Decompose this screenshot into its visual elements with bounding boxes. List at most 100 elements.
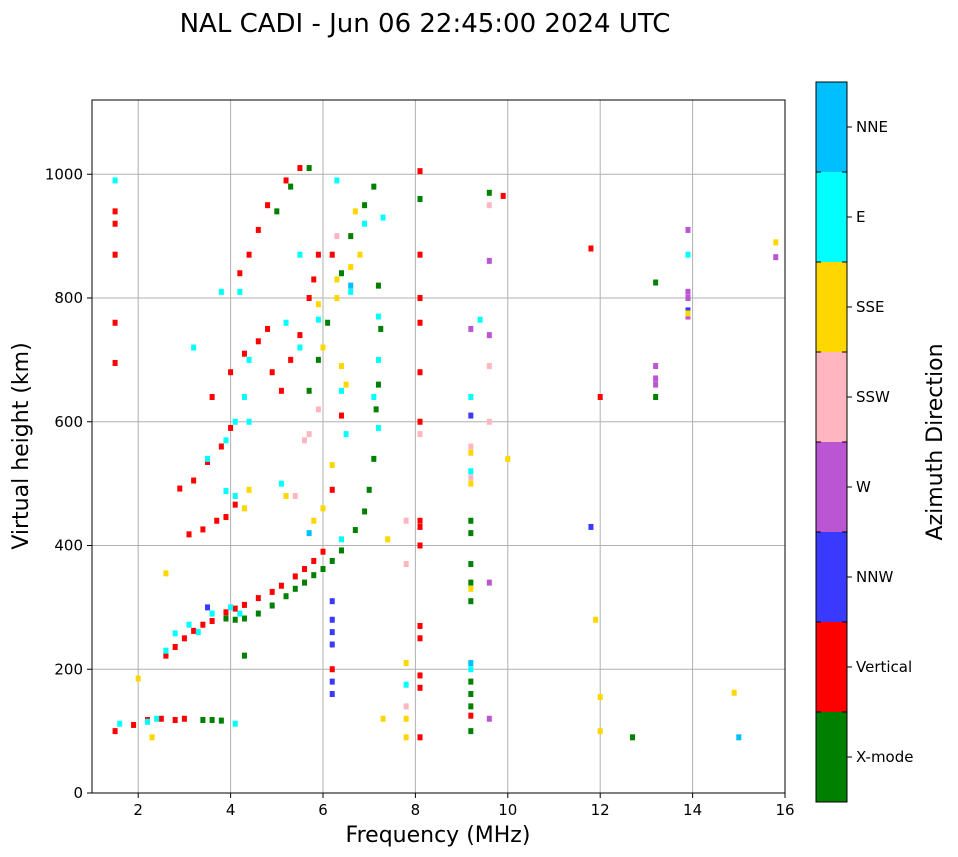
echo-point-sse [731,689,737,696]
echo-point-e [186,621,192,628]
echo-point-vertical [181,635,187,642]
echo-point-e [343,431,349,438]
echo-point-x-mode [223,615,229,622]
x-tick-label: 16 [775,801,794,819]
y-axis-ticks: 0 200 400 600 800 1000 [45,165,92,802]
echo-point-vertical [588,245,594,252]
echo-point-e [144,718,150,725]
y-tick-label: 1000 [45,165,83,183]
echo-point-e [371,394,377,400]
echo-point-vertical [214,517,220,524]
echo-point-vertical [255,595,261,602]
echo-point-vertical [417,369,423,376]
echo-point-e [283,319,289,326]
echo-point-vertical [172,716,178,723]
echo-point-x-mode [468,691,474,697]
colorbar-tick-label: X-mode [856,748,913,766]
echo-point-vertical [218,443,224,450]
echo-point-vertical [500,192,506,199]
echo-point-e [237,610,243,617]
echo-point-nnw [468,412,474,419]
echo-point-vertical [200,621,206,628]
colorbar-tick-label: W [856,478,871,496]
echo-point-vertical [306,295,312,301]
echo-point-x-mode [218,717,224,724]
echo-point-ssw [486,418,492,425]
echo-point-e [117,720,123,727]
echo-point-x-mode [468,561,474,568]
echo-point-vertical [329,666,335,673]
echo-point-sse [334,295,340,301]
echo-point-w [486,715,492,722]
echo-point-x-mode [373,406,379,413]
echo-point-sse [320,505,326,512]
echo-point-vertical [241,601,247,608]
echo-point-x-mode [371,455,377,462]
echo-point-vertical [311,276,317,283]
echo-point-ssw [403,703,409,710]
echo-point-nnw [685,307,691,314]
x-tick-label: 6 [318,801,328,819]
echo-point-sse [593,616,599,623]
echo-point-vertical [112,220,118,227]
echo-point-vertical [177,485,183,492]
echo-point-x-mode [274,208,280,215]
echo-point-w [685,313,691,320]
echo-point-vertical [200,526,206,533]
echo-point-vertical [417,734,423,741]
echo-point-x-mode [302,579,308,586]
echo-point-sse [149,734,155,741]
echo-point-e [218,288,224,295]
echo-point-sse [505,455,511,462]
echo-point-vertical [417,684,423,691]
x-tick-label: 10 [498,801,517,819]
echo-point-vertical [131,721,137,728]
echo-point-e [468,394,474,400]
echo-point-x-mode [241,652,247,659]
echo-point-e [232,720,238,727]
echo-point-vertical [112,251,118,258]
colorbar-tick-label: NNE [856,118,888,136]
colorbar-segment-ssw [816,352,847,442]
echo-point-x-mode [325,319,331,326]
echo-point-vertical [255,338,261,345]
echo-point-vertical [112,319,118,326]
echo-point-x-mode [209,716,215,723]
echo-point-x-mode [288,183,294,190]
echo-point-e [246,356,252,363]
echo-point-x-mode [362,508,368,515]
echo-point-vertical [597,394,603,400]
echo-point-x-mode [348,233,354,240]
x-tick-label: 4 [226,801,236,819]
echo-point-vertical [417,168,423,175]
echo-point-vertical [297,165,303,172]
echo-point-sse [338,363,344,370]
echo-point-w [486,257,492,264]
echo-point-w [468,325,474,332]
echo-point-vertical [417,517,423,524]
colorbar-frame [815,81,848,803]
echo-point-x-mode [653,394,659,400]
echo-point-x-mode [468,703,474,710]
echo-point-vertical [417,622,423,629]
echo-point-e [172,630,178,637]
colorbar-segment-vertical [816,622,847,712]
echo-point-e [297,344,303,351]
echo-point-sse [348,264,354,271]
echo-point-x-mode [486,189,492,196]
echo-point-e [246,418,252,425]
echo-point-nne [348,282,354,289]
echo-point-vertical [209,617,215,624]
echo-point-x-mode [371,183,377,190]
y-tick-label: 0 [73,784,83,802]
echo-point-e [223,488,229,495]
echo-point-e [209,610,215,617]
echo-point-vertical [278,582,284,589]
echo-point-vertical [237,270,243,277]
echo-point-sse [334,276,340,283]
echo-point-e [315,316,321,323]
echo-point-sse [468,585,474,592]
echo-point-x-mode [352,527,358,534]
echo-point-vertical [265,325,271,332]
colorbar-label: Azimuth Direction [923,343,948,540]
